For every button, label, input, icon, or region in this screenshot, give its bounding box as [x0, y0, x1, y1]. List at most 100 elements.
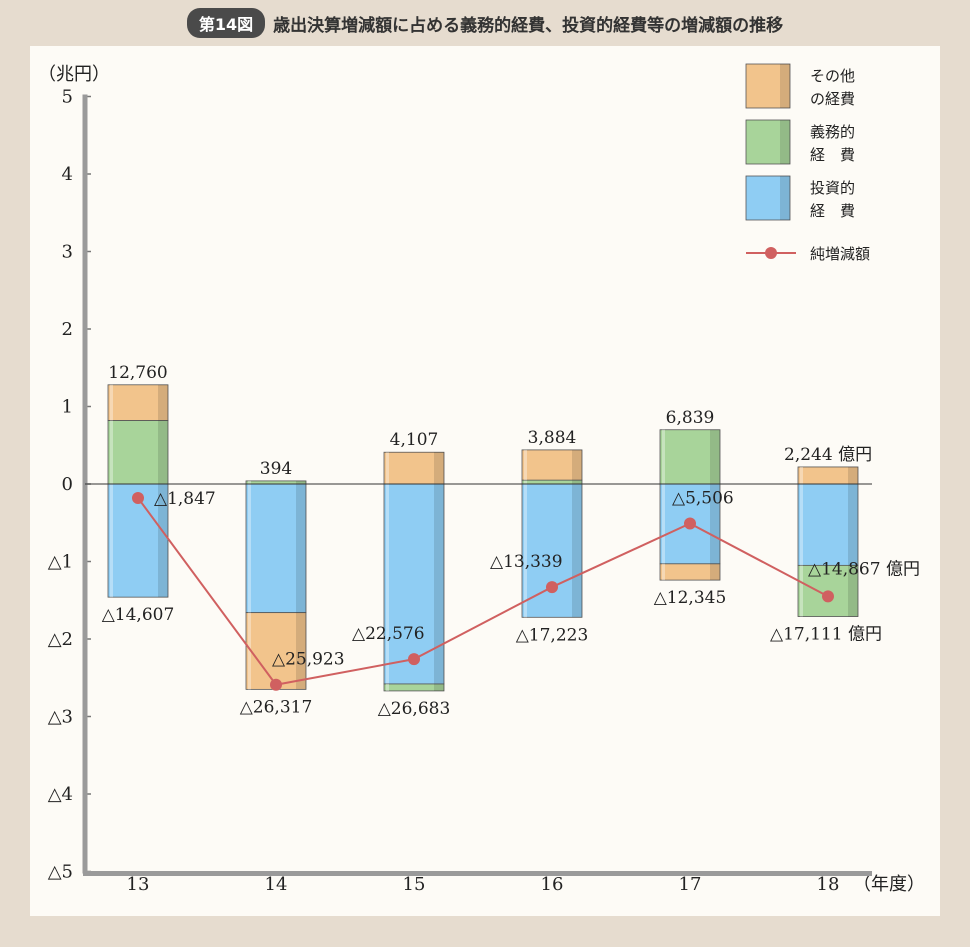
bar-segment-shade: [434, 452, 444, 484]
legend-marker: [765, 247, 777, 259]
legend-swatch: [745, 63, 791, 109]
x-tick-label: 18: [817, 874, 840, 895]
y-tick-label: 1: [62, 397, 73, 418]
legend-label: その他: [810, 67, 855, 85]
bar-segment-shade: [848, 484, 858, 566]
bar-segment-highlight: [662, 563, 665, 581]
figure-number-badge: 第14図: [186, 8, 266, 38]
y-tick-label: 0: [62, 474, 73, 495]
bar-segment-investment: [521, 483, 583, 618]
bar-segment-highlight: [248, 612, 251, 690]
legend-label: 投資的: [810, 179, 855, 197]
bar-segment-other: [659, 563, 721, 581]
bar-segment-highlight: [800, 565, 803, 617]
bar-top-label: 12,760: [108, 363, 167, 383]
bar-segment-shade: [848, 466, 858, 484]
y-tick-label: △2: [48, 629, 73, 650]
figure-title: 歳出決算増減額に占める義務的経費、投資的経費等の増減額の推移: [273, 15, 784, 36]
x-tick-label: 17: [679, 874, 702, 895]
x-tick-label: 14: [265, 874, 288, 895]
x-tick-label: 15: [403, 874, 426, 895]
bar-bottom-label: △14,607: [102, 605, 175, 625]
net-change-label: △25,923: [272, 650, 345, 670]
bar-segment-highlight: [110, 420, 113, 484]
legend-label: の経費: [810, 90, 855, 108]
x-tick-label: 13: [127, 874, 150, 895]
bar-segment-shade: [296, 484, 306, 613]
bar-segment-highlight: [524, 449, 527, 481]
legend-label: 義務的: [810, 123, 855, 141]
bar-segment-other: [107, 384, 169, 421]
bar-segment-shade: [434, 683, 444, 691]
y-tick-label: △1: [48, 552, 73, 573]
bar-segment-other: [383, 451, 445, 485]
bar-segment-shade: [710, 484, 720, 564]
bar-segment-highlight: [386, 484, 389, 684]
bar-bottom-label: △26,317: [240, 697, 313, 717]
bar-segment-highlight: [248, 480, 251, 484]
y-tick-label: △5: [48, 862, 73, 883]
legend-swatch: [745, 119, 791, 165]
legend-swatch-shade: [780, 64, 790, 108]
bar-segment-shade: [158, 384, 168, 421]
bar-top-label: 4,107: [390, 430, 439, 450]
y-tick-label: △4: [48, 784, 73, 805]
legend-swatch: [745, 175, 791, 221]
legend-label: 純増減額: [810, 245, 870, 263]
bar-segment-shade: [848, 565, 858, 617]
bar-segment-highlight: [386, 683, 389, 691]
net-change-point: [684, 517, 696, 530]
legend-label: 経 費: [810, 202, 855, 220]
bar-segment-highlight: [524, 480, 527, 484]
bar-segment-highlight: [662, 484, 665, 564]
bar-top-label: 6,839: [666, 408, 715, 428]
bar-segment-shade: [572, 484, 582, 618]
bar-segment-highlight: [386, 452, 389, 484]
bar-bottom-label: △17,111 億円: [770, 625, 882, 645]
bar-bottom-label: △17,223: [516, 625, 589, 645]
net-change-label: △22,576: [352, 624, 425, 644]
bar-segment-shade: [572, 480, 582, 484]
net-change-label: △1,847: [154, 489, 216, 509]
net-change-point: [270, 678, 282, 691]
y-axis-unit: （兆円）: [38, 64, 110, 85]
bar-segment-highlight: [524, 484, 527, 618]
x-axis-unit: （年度）: [853, 874, 925, 895]
bar-segment-shade: [710, 429, 720, 484]
bar-segment-highlight: [662, 429, 665, 484]
y-tick-label: 3: [62, 242, 73, 263]
bar-top-label: 2,244 億円: [784, 445, 872, 465]
bar-segment-other: [521, 449, 583, 481]
bar-segment-shade: [296, 612, 306, 690]
net-change-label: △5,506: [672, 489, 734, 509]
y-tick-label: △3: [48, 707, 73, 728]
net-change-point: [822, 590, 834, 603]
bar-top-label: 394: [260, 459, 292, 479]
bar-segment-highlight: [110, 384, 113, 421]
bar-segment-shade: [296, 480, 306, 484]
legend-swatch-shade: [780, 120, 790, 164]
bar-segment-highlight: [248, 484, 251, 613]
bar-segment-highlight: [800, 466, 803, 484]
figure-title-bar: 第14図 歳出決算増減額に占める義務的経費、投資的経費等の増減額の推移: [0, 8, 970, 38]
net-change-label: △13,339: [490, 552, 563, 572]
bar-segment-shade: [572, 449, 582, 481]
legend-label: 経 費: [810, 146, 855, 164]
bar-segment-shade: [158, 420, 168, 484]
net-change-label: △14,867 億円: [808, 559, 920, 579]
bar-segment-shade: [434, 484, 444, 684]
chart-svg: （兆円） （年度） 5 4 3 2 1 0 △1 △2 △3 △4 △5 13 14 15 16 17 18 12…: [38, 63, 925, 895]
x-tick-label: 16: [541, 874, 564, 895]
y-tick-label: 5: [62, 87, 73, 108]
y-tick-label: 2: [62, 319, 73, 340]
bar-bottom-label: △26,683: [378, 699, 451, 719]
net-change-point: [408, 653, 420, 666]
chart-panel: （兆円） （年度） 5 4 3 2 1 0 △1 △2 △3 △4 △5 13 14 15 16 17 18 12…: [30, 46, 940, 916]
y-tick-label: 4: [62, 164, 73, 185]
bar-segment-shade: [158, 484, 168, 598]
bar-segment-mandatory: [659, 429, 721, 485]
bar-top-label: 3,884: [528, 428, 577, 448]
net-change-point: [132, 491, 144, 504]
bar-segment-highlight: [800, 484, 803, 566]
bar-segment-shade: [710, 563, 720, 581]
